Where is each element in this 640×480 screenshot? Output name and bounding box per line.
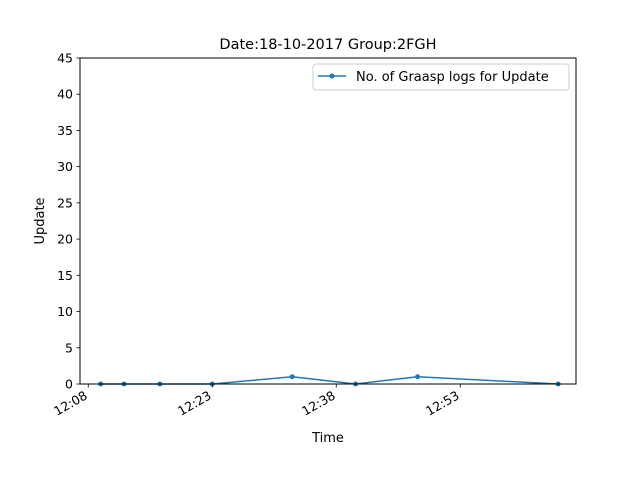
legend: No. of Graasp logs for Update	[312, 63, 570, 91]
chart-title: Date:18-10-2017 Group:2FGH	[219, 37, 436, 53]
y-tick-label: 0	[65, 377, 73, 392]
x-tick-label: 12:38	[299, 388, 338, 419]
plot-area	[79, 57, 577, 387]
x-tick-label: 12:53	[423, 388, 462, 419]
y-tick-label: 10	[57, 304, 73, 319]
y-tick-label: 30	[57, 159, 73, 174]
y-tick-label: 5	[65, 340, 73, 355]
legend-marker-swatch	[329, 73, 335, 79]
y-tick-label: 45	[57, 51, 73, 66]
y-tick-label: 40	[57, 87, 73, 102]
x-axis: 12:08 12:23 12:38 12:53	[51, 384, 462, 419]
y-tick-label: 35	[57, 123, 73, 138]
y-axis: 0 5 10 15 20 25 30 35 40 45	[57, 51, 80, 392]
legend-box	[312, 63, 570, 91]
x-axis-label: Time	[311, 431, 344, 446]
legend-label: No. of Graasp logs for Update	[356, 70, 549, 85]
data-point	[415, 374, 421, 380]
x-tick-label: 12:23	[175, 388, 214, 419]
x-tick-label: 12:08	[51, 388, 90, 419]
data-point	[289, 374, 295, 380]
y-tick-label: 25	[57, 195, 73, 210]
plot-frame	[79, 57, 577, 385]
y-tick-label: 20	[57, 232, 73, 247]
y-axis-label: Update	[33, 197, 48, 244]
plot-background	[80, 58, 576, 384]
y-tick-label: 15	[57, 268, 73, 283]
